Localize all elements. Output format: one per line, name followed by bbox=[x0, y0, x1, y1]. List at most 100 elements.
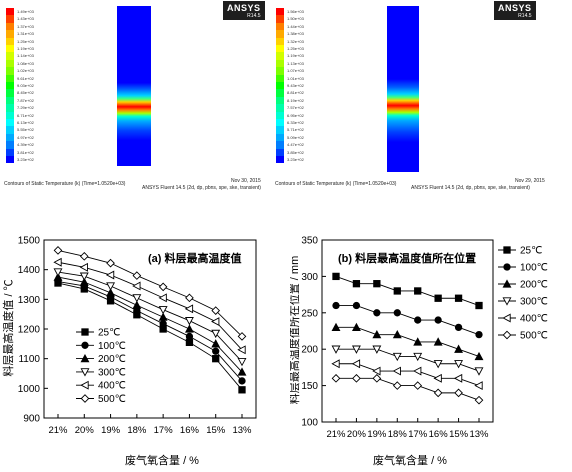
y-tick-label: 1400 bbox=[18, 265, 41, 276]
ansys-logo: ANSYS R14.5 bbox=[494, 1, 536, 20]
legend-marker bbox=[80, 394, 90, 403]
data-point bbox=[212, 347, 220, 355]
data-point bbox=[413, 337, 423, 346]
data-point bbox=[372, 345, 382, 354]
legend-marker bbox=[502, 279, 512, 288]
colorbar-swatch bbox=[276, 126, 284, 134]
colorbar-label: 3.23e+02 bbox=[17, 157, 34, 162]
data-point bbox=[211, 329, 221, 339]
data-point bbox=[132, 271, 142, 280]
colorbar-label: 6.71e+02 bbox=[17, 112, 34, 118]
colorbar-label: 1.07e+03 bbox=[287, 68, 304, 74]
data-point bbox=[393, 287, 401, 295]
y-tick-label: 300 bbox=[301, 272, 318, 283]
series-line bbox=[57, 271, 243, 362]
data-point bbox=[79, 277, 89, 286]
data-point bbox=[184, 324, 194, 333]
chart-title: (a) 料层最高温度值 bbox=[148, 251, 242, 265]
colorbar-swatch bbox=[276, 30, 284, 38]
data-point bbox=[392, 329, 402, 339]
data-point bbox=[413, 381, 423, 390]
legend-marker bbox=[503, 246, 511, 254]
series-line bbox=[57, 261, 243, 351]
colorbar-swatch bbox=[6, 126, 14, 134]
colorbar-label: 3.23e+02 bbox=[287, 157, 304, 162]
x-tick-label: 13% bbox=[469, 429, 489, 440]
data-point bbox=[105, 270, 115, 280]
colorbar-swatch bbox=[276, 67, 284, 75]
colorbar-label: 8.19e+02 bbox=[287, 97, 304, 103]
colorbar-swatch bbox=[6, 96, 14, 105]
data-point bbox=[454, 344, 464, 353]
x-tick-label: 20% bbox=[75, 425, 95, 436]
y-tick-label: 350 bbox=[301, 236, 318, 247]
legend-label: 200℃ bbox=[520, 280, 548, 291]
contour-date: Nov 29, 2015 bbox=[515, 178, 545, 184]
data-point bbox=[454, 388, 463, 398]
data-point bbox=[238, 377, 246, 385]
colorbar-swatch bbox=[276, 82, 284, 90]
data-point bbox=[158, 293, 167, 303]
colorbar-swatch bbox=[6, 74, 14, 82]
colorbar-label: 1.25e+03 bbox=[17, 38, 34, 44]
y-tick-label: 150 bbox=[301, 381, 318, 392]
legend-marker bbox=[81, 328, 89, 336]
colorbar-swatch bbox=[276, 8, 284, 16]
data-point bbox=[158, 282, 168, 292]
colorbar-swatch bbox=[6, 141, 14, 149]
data-point bbox=[453, 373, 463, 383]
data-point bbox=[454, 360, 464, 369]
data-point bbox=[475, 301, 483, 310]
data-point bbox=[351, 345, 361, 354]
colorbar-swatch bbox=[276, 119, 284, 127]
data-point bbox=[53, 246, 63, 255]
legend-marker bbox=[81, 341, 89, 349]
colorbar-label: 9.43e+02 bbox=[287, 83, 304, 88]
x-tick-label: 17% bbox=[154, 425, 174, 436]
colorbar-swatch bbox=[276, 52, 284, 60]
legend-label: 100℃ bbox=[98, 341, 126, 352]
data-point bbox=[331, 345, 341, 354]
data-point bbox=[53, 272, 63, 281]
colorbar-swatch bbox=[276, 133, 284, 142]
colorbar-swatch bbox=[6, 133, 14, 142]
x-tick-label: 15% bbox=[206, 425, 226, 436]
data-point bbox=[454, 294, 463, 302]
solver-info: ANSYS Fluent 14.5 (2d, dp, pbns, spe, sk… bbox=[411, 185, 530, 191]
data-point bbox=[331, 359, 340, 369]
data-point bbox=[184, 317, 194, 326]
data-point bbox=[237, 332, 247, 341]
y-tick-label: 1500 bbox=[18, 236, 41, 247]
colorbar-label: 6.33e+02 bbox=[287, 120, 304, 125]
data-point bbox=[184, 304, 194, 314]
colorbar-label: 1.43e+03 bbox=[17, 16, 34, 22]
line-chart-a: (a) 料层最高温度值 废气氧含量 / % 料层最高温度值 / ℃ 900 100… bbox=[1, 236, 257, 467]
data-point bbox=[413, 366, 422, 376]
x-tick-label: 19% bbox=[101, 425, 121, 436]
colorbar-label: 6.13e+02 bbox=[17, 120, 34, 125]
series-line bbox=[57, 249, 243, 337]
series-line bbox=[336, 348, 480, 372]
colorbar-swatch bbox=[276, 45, 284, 53]
colorbar-swatch bbox=[6, 89, 14, 97]
data-point bbox=[332, 272, 340, 281]
data-point bbox=[351, 322, 361, 332]
data-point bbox=[392, 366, 401, 376]
x-tick-label: 16% bbox=[180, 425, 200, 436]
data-point bbox=[106, 288, 116, 297]
colorbar-swatch bbox=[276, 89, 284, 97]
y-tick-label: 1300 bbox=[18, 295, 41, 306]
legend-marker bbox=[80, 380, 89, 390]
data-point bbox=[372, 373, 382, 383]
colorbar-swatch bbox=[6, 52, 14, 60]
data-point bbox=[211, 339, 221, 348]
colorbar-label: 5.71e+02 bbox=[287, 127, 304, 133]
y-tick-label: 1200 bbox=[18, 325, 41, 336]
legend-label: 500℃ bbox=[98, 394, 126, 405]
data-point bbox=[53, 268, 63, 277]
colorbar-label: 9.61e+02 bbox=[17, 75, 34, 81]
colorbar-label: 1.01e+03 bbox=[287, 75, 304, 81]
data-point bbox=[372, 366, 381, 376]
colorbar-label: 1.32e+03 bbox=[287, 38, 304, 44]
colorbar-swatch bbox=[276, 96, 284, 105]
